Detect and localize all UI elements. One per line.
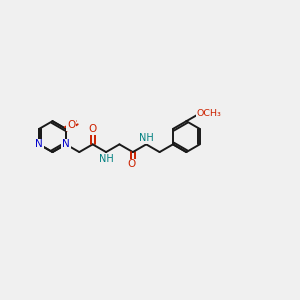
Text: N: N: [35, 140, 43, 149]
Text: O: O: [127, 159, 136, 170]
Text: NH: NH: [139, 133, 154, 143]
Text: O: O: [88, 124, 97, 134]
Text: NH: NH: [99, 154, 113, 164]
Text: OCH₃: OCH₃: [197, 109, 222, 118]
Text: N: N: [62, 140, 70, 149]
Text: O: O: [67, 120, 76, 130]
